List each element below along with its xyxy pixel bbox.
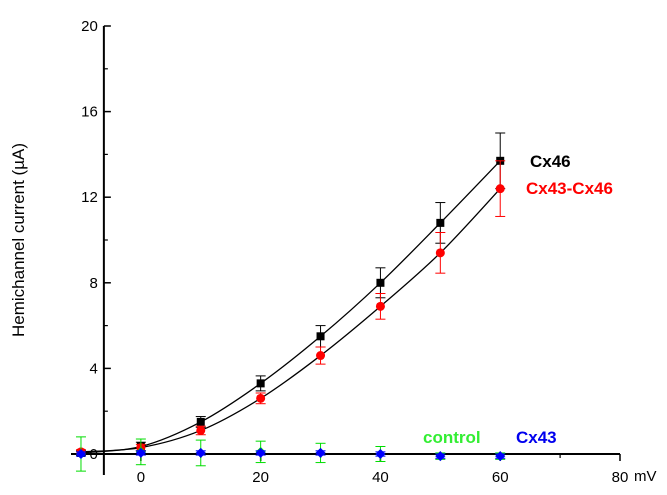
label-control: control bbox=[423, 428, 481, 447]
y-tick-label: 8 bbox=[90, 275, 98, 292]
series-layer bbox=[75, 132, 506, 472]
series-line bbox=[80, 188, 501, 453]
x-tick-label: 20 bbox=[252, 469, 269, 486]
data-point bbox=[196, 417, 205, 426]
series-cx43 bbox=[75, 447, 506, 462]
data-point bbox=[255, 447, 266, 458]
data-point bbox=[256, 379, 265, 388]
data-point bbox=[436, 218, 445, 227]
data-point bbox=[495, 451, 506, 462]
axes: 0 4 8 12 16 20 0 20 40 60 80 bbox=[71, 18, 628, 486]
y-tick-label: 4 bbox=[90, 360, 98, 377]
data-point bbox=[196, 425, 206, 435]
data-point bbox=[316, 351, 326, 361]
x-axis-unit-label: mV bbox=[634, 468, 657, 485]
series-cx46 bbox=[75, 132, 506, 457]
data-point bbox=[316, 332, 325, 341]
data-point bbox=[435, 451, 446, 462]
series-line bbox=[80, 160, 501, 454]
y-tick-label: 0 bbox=[90, 446, 98, 463]
data-point bbox=[256, 393, 266, 403]
label-cx43: Cx43 bbox=[516, 428, 557, 447]
x-tick-label: 80 bbox=[612, 469, 629, 486]
label-cx46: Cx46 bbox=[530, 152, 571, 171]
data-point bbox=[495, 184, 505, 194]
x-tick-label: 60 bbox=[492, 469, 509, 486]
series-cx43-cx46 bbox=[75, 160, 506, 457]
label-cx43-cx46: Cx43-Cx46 bbox=[526, 179, 613, 198]
data-point bbox=[375, 449, 386, 459]
data-point bbox=[75, 449, 86, 459]
data-point bbox=[135, 447, 146, 458]
data-point bbox=[435, 248, 445, 258]
y-tick-label: 16 bbox=[81, 104, 98, 121]
data-point bbox=[376, 278, 385, 287]
y-tick-label: 12 bbox=[81, 189, 98, 206]
x-tick-label: 0 bbox=[137, 469, 145, 486]
x-tick-label: 40 bbox=[372, 469, 389, 486]
data-point bbox=[375, 301, 385, 311]
data-point bbox=[315, 447, 326, 458]
data-point bbox=[195, 447, 206, 458]
y-axis-label: Hemichannel current (µA) bbox=[9, 143, 28, 337]
y-tick-label: 20 bbox=[81, 18, 98, 35]
